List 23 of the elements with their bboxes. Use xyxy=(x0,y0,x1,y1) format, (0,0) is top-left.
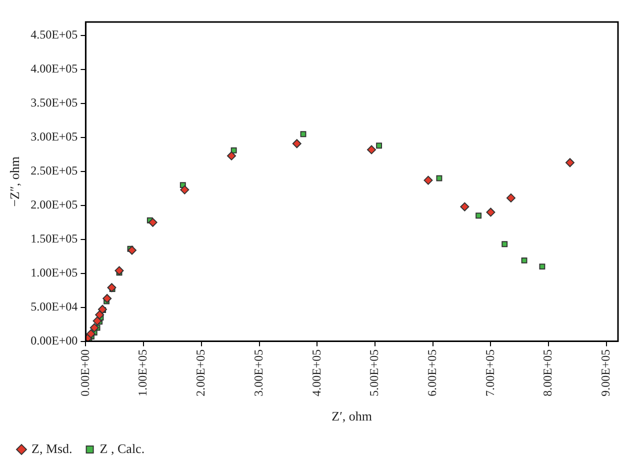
y-tick-label: 3.00E+05 xyxy=(30,130,78,144)
y-tick-label: 4.50E+05 xyxy=(30,28,78,42)
y-tick-label: 1.50E+05 xyxy=(30,232,78,246)
y-tick-label: 4.00E+05 xyxy=(30,62,78,76)
x-tick-label: 6.00E+05 xyxy=(425,349,440,396)
y-axis-title: −Z″, ohm xyxy=(7,156,22,207)
y-tick-label: 2.00E+05 xyxy=(30,198,78,212)
x-axis-title: Z′, ohm xyxy=(332,408,372,424)
x-tick-label: 2.00E+05 xyxy=(194,349,208,396)
legend-label: Z , Calc. xyxy=(100,440,145,456)
y-tick-label: 1.00E+05 xyxy=(30,266,78,280)
y-tick-label: 3.50E+05 xyxy=(30,96,78,110)
y-tick-label: 5.00E+04 xyxy=(30,299,78,314)
x-tick-label: 3.00E+05 xyxy=(251,349,266,396)
y-tick-label: 0.00E+00 xyxy=(30,333,78,348)
x-tick-label: 1.00E+05 xyxy=(136,349,150,396)
x-tick-label: 8.00E+05 xyxy=(540,349,555,396)
legend-label: Z, Msd. xyxy=(32,440,72,456)
x-tick-label: 7.00E+05 xyxy=(482,349,497,396)
x-tick-label: 9.00E+05 xyxy=(598,349,613,396)
y-tick-label: 2.50E+05 xyxy=(30,164,78,178)
x-tick-label: 4.00E+05 xyxy=(309,349,324,396)
x-tick-label: 5.00E+05 xyxy=(367,349,382,396)
